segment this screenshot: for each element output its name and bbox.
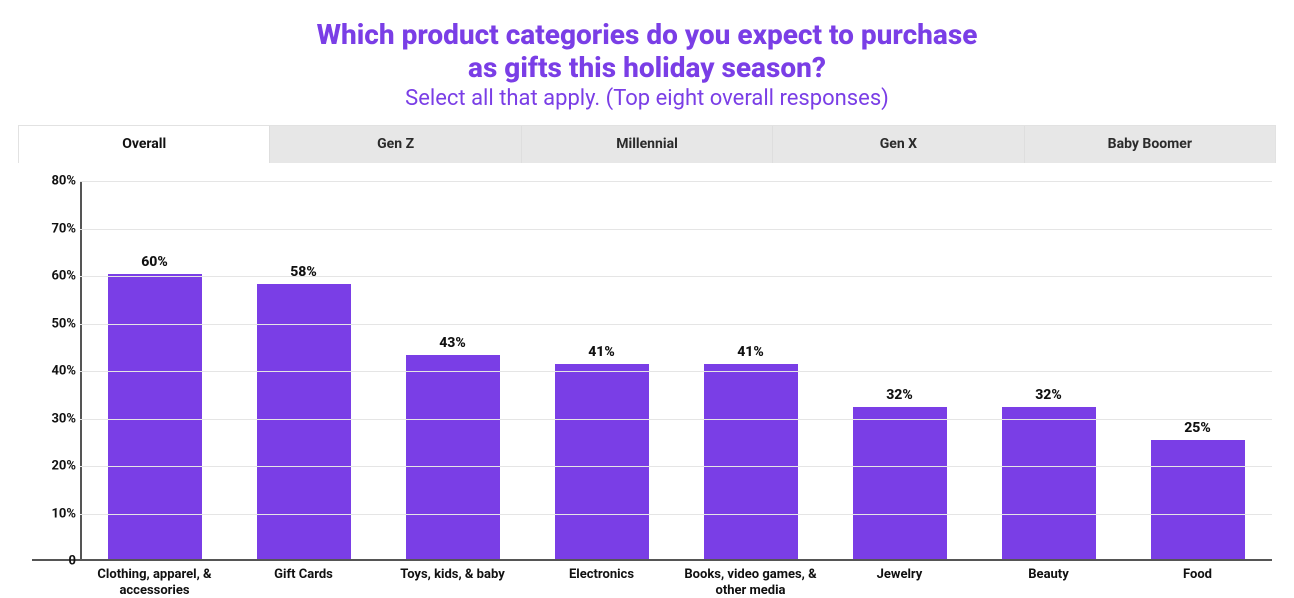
bar (257, 284, 351, 560)
y-tick-label: 10% (32, 506, 76, 521)
gridline (80, 419, 1272, 420)
bar-slot: 60% (80, 181, 229, 559)
chart-plot-area: 60%58%43%41%41%32%32%25% 010%20%30%40%50… (32, 181, 1272, 561)
x-tick-label: Toys, kids, & baby (378, 567, 527, 598)
bar-value-label: 43% (439, 335, 466, 351)
gridline (80, 514, 1272, 515)
chart-title-line1: Which product categories do you expect t… (317, 18, 978, 51)
bar-slot: 58% (229, 181, 378, 559)
gridline (80, 229, 1272, 230)
tab-gen-z[interactable]: Gen Z (270, 126, 521, 163)
tab-gen-x[interactable]: Gen X (773, 126, 1024, 163)
gridline (80, 466, 1272, 467)
bar-slot: 41% (527, 181, 676, 559)
bar (108, 274, 202, 559)
chart-title: Which product categories do you expect t… (18, 18, 1276, 84)
x-tick-label: Jewelry (825, 567, 974, 598)
x-tick-label: Food (1123, 567, 1272, 598)
y-tick-label: 60% (32, 269, 76, 284)
chart-title-line2: as gifts this holiday season? (468, 51, 826, 84)
gridline (80, 371, 1272, 372)
gridline (80, 276, 1272, 277)
bar-value-label: 58% (290, 264, 317, 280)
y-tick-label: 40% (32, 364, 76, 379)
bar (406, 355, 500, 559)
tabs-bar: OverallGen ZMillennialGen XBaby Boomer (18, 125, 1276, 163)
x-tick-label: Books, video games, & other media (676, 567, 825, 598)
y-tick-label: 30% (32, 411, 76, 426)
bar-value-label: 32% (886, 387, 913, 403)
bar-slot: 25% (1123, 181, 1272, 559)
bar-slot: 41% (676, 181, 825, 559)
x-tick-label: Gift Cards (229, 567, 378, 598)
bar-value-label: 25% (1184, 420, 1211, 436)
bars-group: 60% 58% 43% 41% 41% 32% 32% 25% (80, 181, 1272, 559)
bar (1151, 440, 1245, 559)
y-tick-label: 80% (32, 174, 76, 189)
bar (853, 407, 947, 559)
tab-millennial[interactable]: Millennial (522, 126, 773, 163)
tab-overall[interactable]: Overall (19, 126, 270, 163)
bar (1002, 407, 1096, 559)
y-tick-label: 70% (32, 221, 76, 236)
bar-value-label: 41% (588, 344, 615, 360)
chart-container: Which product categories do you expect t… (0, 0, 1294, 598)
bar-slot: 32% (825, 181, 974, 559)
y-tick-label: 0 (32, 554, 76, 569)
bar-slot: 32% (974, 181, 1123, 559)
y-tick-label: 20% (32, 459, 76, 474)
y-tick-label: 50% (32, 316, 76, 331)
x-tick-label: Clothing, apparel, & accessories (80, 567, 229, 598)
x-tick-label: Beauty (974, 567, 1123, 598)
bar-slot: 43% (378, 181, 527, 559)
bar-value-label: 41% (737, 344, 764, 360)
bar-value-label: 60% (141, 254, 168, 270)
chart-subtitle: Select all that apply. (Top eight overal… (18, 86, 1276, 111)
bar (704, 364, 798, 559)
tab-baby-boomer[interactable]: Baby Boomer (1025, 126, 1275, 163)
gridline (80, 181, 1272, 182)
bar (555, 364, 649, 559)
x-axis-labels: Clothing, apparel, & accessoriesGift Car… (80, 567, 1272, 598)
bar-value-label: 32% (1035, 387, 1062, 403)
x-tick-label: Electronics (527, 567, 676, 598)
gridline (80, 324, 1272, 325)
